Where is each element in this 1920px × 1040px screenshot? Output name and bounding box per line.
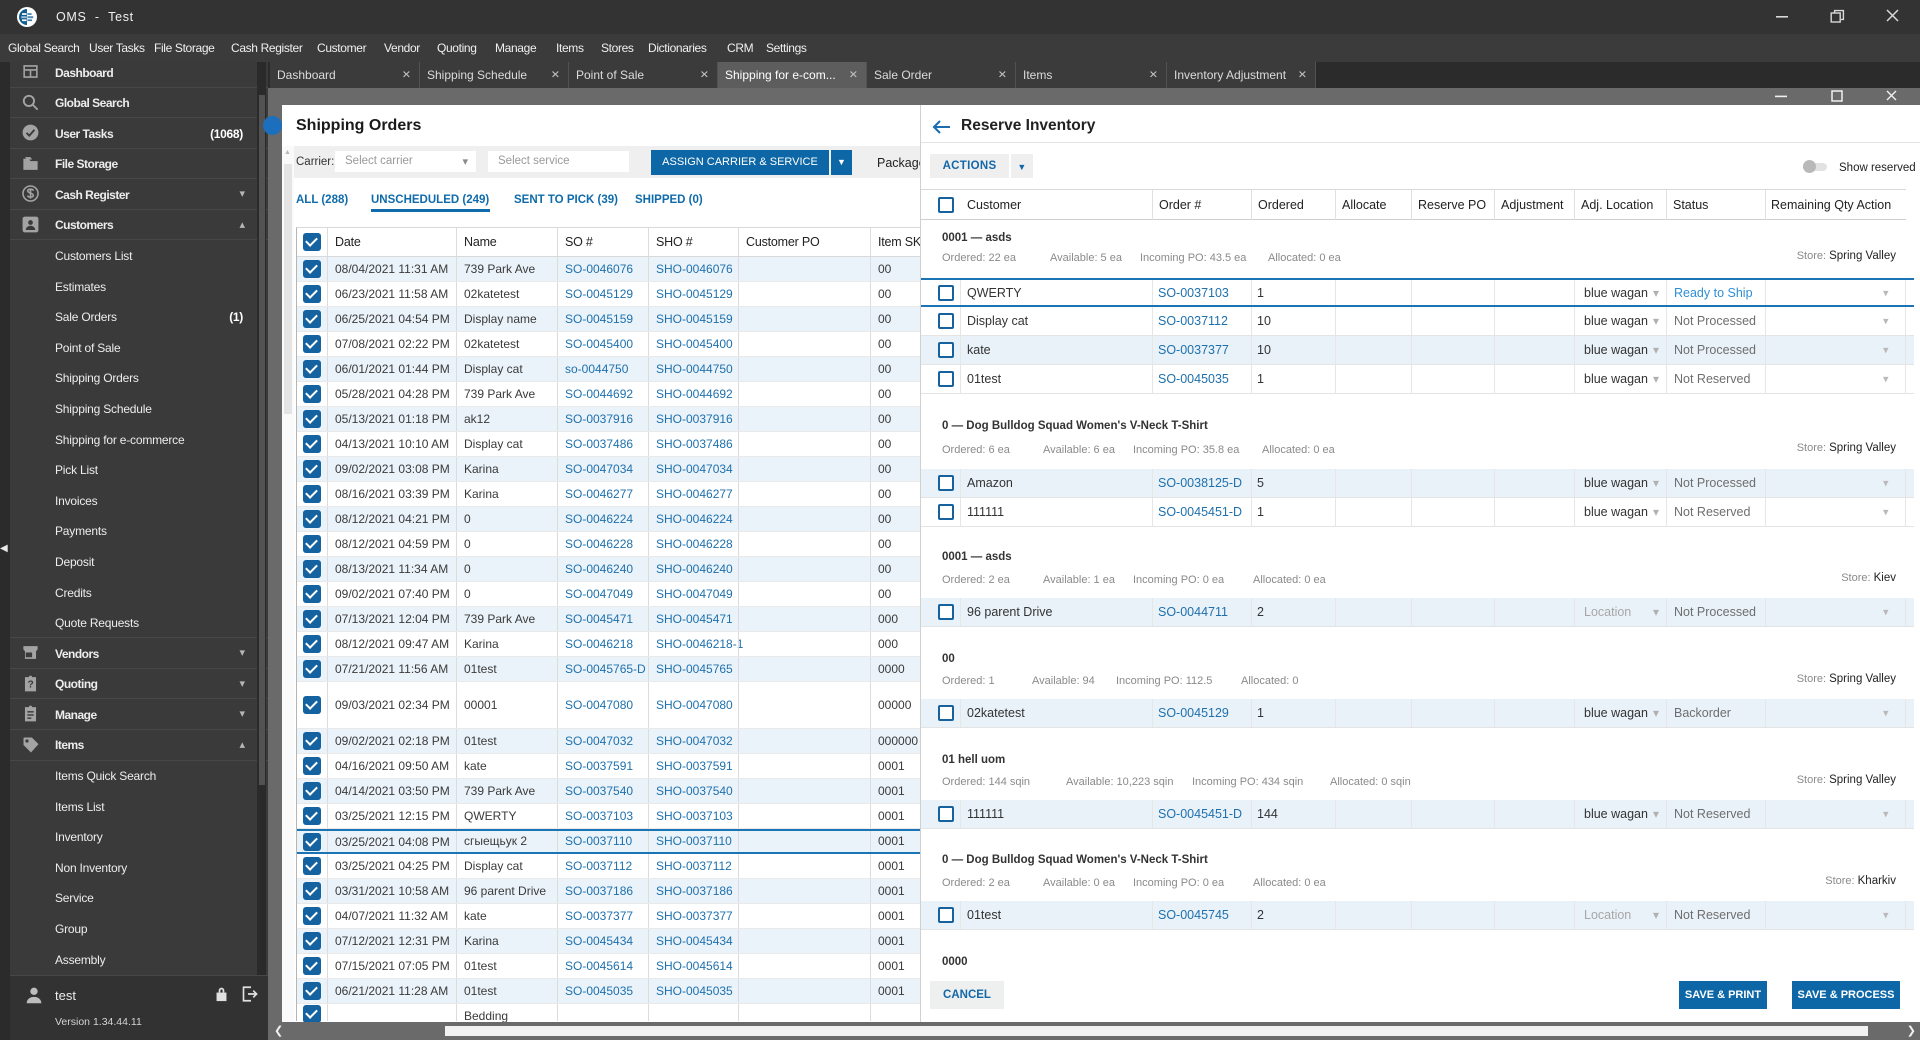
svg-text:?: ? [28, 679, 34, 690]
